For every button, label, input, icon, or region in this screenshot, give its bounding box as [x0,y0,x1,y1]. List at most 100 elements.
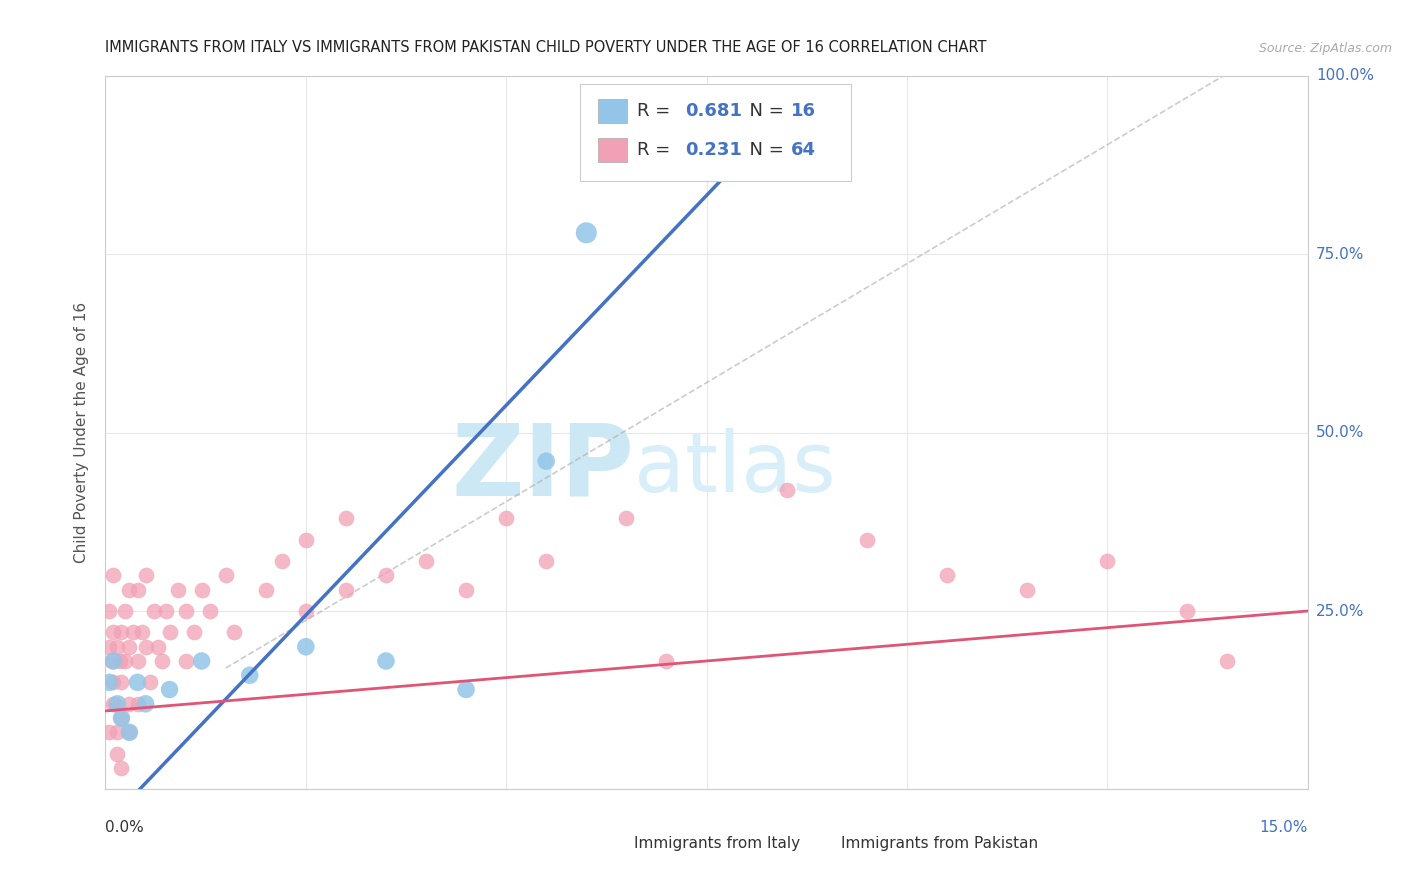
Point [335,582,357,597]
Point [135,568,157,582]
Text: 16: 16 [790,102,815,120]
Point [239,668,262,682]
Point [159,625,181,640]
Point [101,654,124,668]
Text: atlas: atlas [634,428,837,508]
Point [98,640,121,654]
Point [190,654,212,668]
Point [776,483,799,497]
Point [138,675,160,690]
Point [110,675,132,690]
Text: 25.0%: 25.0% [1316,604,1364,618]
Point [103,697,125,711]
Text: R =: R = [637,102,676,120]
Point [855,533,877,547]
Point [127,582,149,597]
Point [118,725,141,739]
Point [295,533,318,547]
Point [110,711,132,725]
Point [936,568,959,582]
Point [335,511,357,525]
Point [254,582,277,597]
Point [270,554,292,568]
Point [456,582,478,597]
Point [114,654,136,668]
Point [127,675,149,690]
Point [190,582,212,597]
Point [110,761,132,775]
Point [174,654,197,668]
Point [118,640,141,654]
Point [155,604,177,618]
Point [616,511,638,525]
Point [98,675,121,690]
Point [456,682,478,697]
Point [696,161,718,176]
Text: 15.0%: 15.0% [1260,820,1308,835]
Text: N =: N = [738,141,789,159]
Text: 75.0%: 75.0% [1316,247,1364,261]
Point [415,554,437,568]
Text: 0.231: 0.231 [685,141,742,159]
Point [174,604,197,618]
FancyBboxPatch shape [811,834,835,854]
Point [135,697,157,711]
Point [103,625,125,640]
Point [127,697,149,711]
Text: 0.681: 0.681 [685,102,742,120]
Point [295,604,318,618]
Point [122,625,145,640]
Point [135,640,157,654]
Text: 100.0%: 100.0% [1316,69,1374,83]
Point [166,582,188,597]
Point [1097,554,1119,568]
Point [159,682,181,697]
Text: Source: ZipAtlas.com: Source: ZipAtlas.com [1258,42,1392,55]
Point [107,747,129,761]
Point [107,640,129,654]
Point [107,725,129,739]
Point [107,697,129,711]
FancyBboxPatch shape [599,99,627,123]
Point [142,604,165,618]
Point [104,697,127,711]
Point [103,675,125,690]
Text: 50.0%: 50.0% [1316,425,1364,440]
Text: 0.0%: 0.0% [105,820,145,835]
Point [103,568,125,582]
Point [222,625,245,640]
Point [374,654,396,668]
Point [198,604,221,618]
Point [1175,604,1198,618]
Point [114,604,136,618]
Text: Immigrants from Pakistan: Immigrants from Pakistan [841,836,1038,851]
Point [655,654,678,668]
Point [495,511,517,525]
Text: IMMIGRANTS FROM ITALY VS IMMIGRANTS FROM PAKISTAN CHILD POVERTY UNDER THE AGE OF: IMMIGRANTS FROM ITALY VS IMMIGRANTS FROM… [105,40,987,55]
Point [150,654,173,668]
Point [534,454,557,468]
Point [110,711,132,725]
Point [127,654,149,668]
Point [131,625,153,640]
Point [146,640,169,654]
Text: R =: R = [637,141,676,159]
Text: N =: N = [738,102,789,120]
Point [103,654,125,668]
Text: 64: 64 [790,141,815,159]
Point [534,554,557,568]
Y-axis label: Child Poverty Under the Age of 16: Child Poverty Under the Age of 16 [75,302,90,563]
FancyBboxPatch shape [581,85,851,181]
Point [118,582,141,597]
Point [183,625,205,640]
Point [295,640,318,654]
Point [1015,582,1038,597]
Point [575,226,598,240]
Point [108,654,131,668]
Text: ZIP: ZIP [451,420,634,516]
Point [118,697,141,711]
Point [98,725,121,739]
FancyBboxPatch shape [605,834,628,854]
Point [214,568,236,582]
Point [98,604,121,618]
